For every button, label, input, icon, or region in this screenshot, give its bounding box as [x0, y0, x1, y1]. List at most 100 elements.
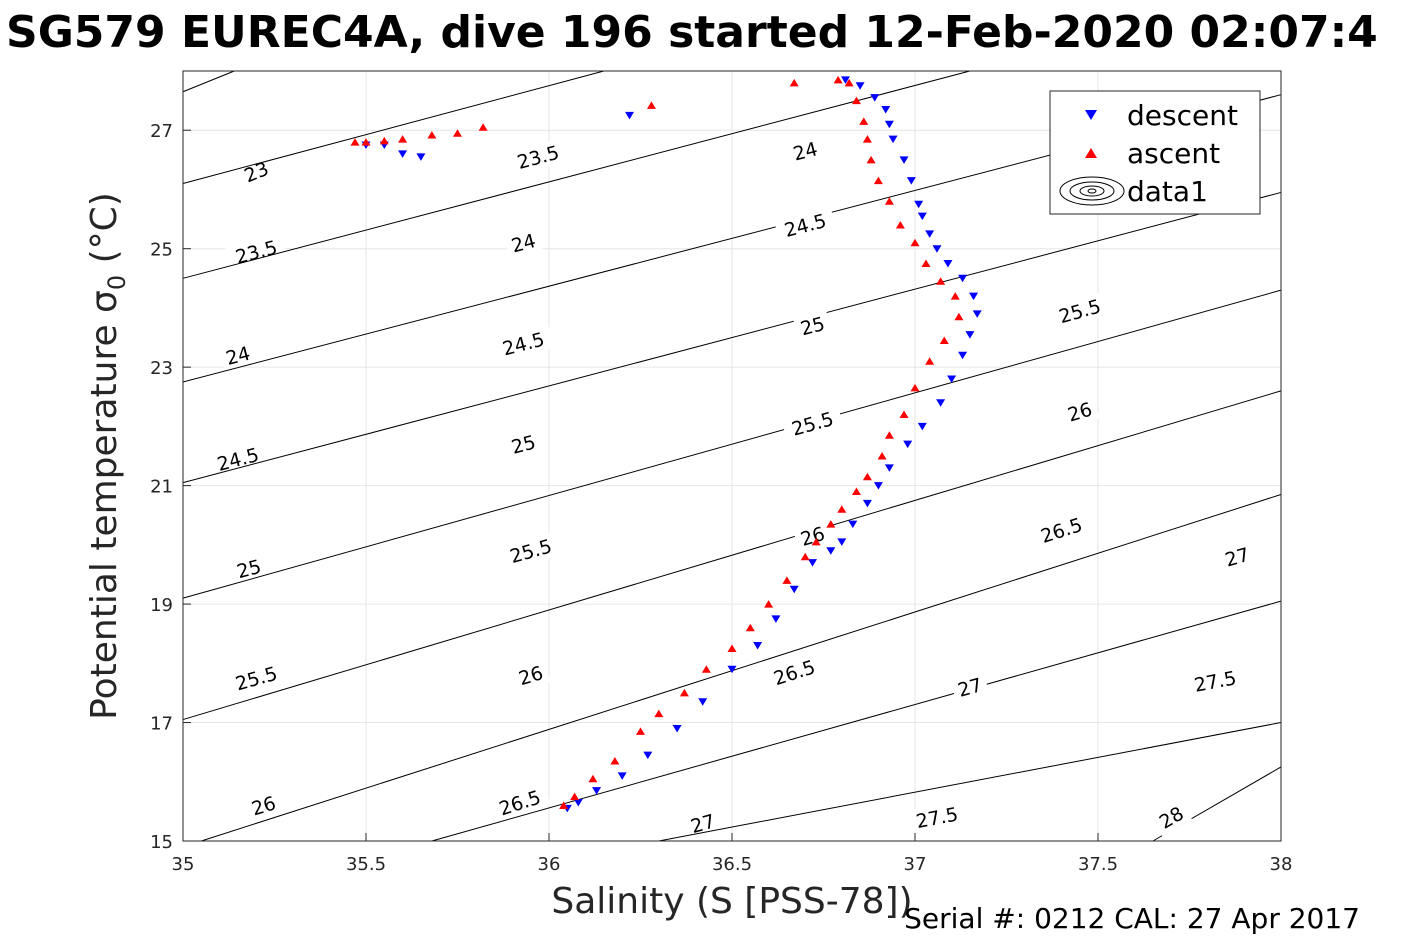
ascent-point [954, 312, 964, 321]
contour-label: 26 [792, 519, 833, 553]
x-tick-label: 37 [904, 854, 927, 875]
descent-point [932, 245, 942, 253]
chart-title: SG579 EUREC4A, dive 196 started 12-Feb-2… [6, 7, 1378, 58]
ascent-point [764, 600, 774, 608]
ascent-point [950, 292, 960, 300]
descent-point [837, 538, 847, 546]
contour-label: 27 [1217, 540, 1257, 573]
descent-point [873, 482, 883, 490]
descent-point [840, 76, 850, 84]
ascent-point [862, 135, 872, 143]
ascent-point [745, 623, 755, 632]
ascent-point [559, 801, 569, 809]
descent-point [906, 177, 916, 185]
ascent-point [427, 130, 437, 139]
ascent-point [844, 78, 854, 87]
ascent-point [833, 75, 843, 84]
ascent-point [939, 336, 949, 344]
contour-label: 24 [503, 226, 543, 259]
ascent-point [884, 197, 894, 205]
descent-point [947, 375, 957, 383]
ascent-point [936, 277, 946, 285]
ascent-point [800, 552, 810, 561]
contour-label-bg [206, 440, 269, 478]
y-tick-label: 27 [150, 121, 173, 142]
descent-point [698, 698, 708, 706]
contour-label-bg [503, 428, 543, 461]
x-axis-label: Salinity (S [PSS-78]) [551, 881, 912, 922]
descent-point [899, 156, 909, 164]
ascent-point [398, 135, 408, 143]
y-tick-label: 19 [150, 595, 173, 616]
ascent-point [826, 520, 836, 528]
y-axis-label-subscript: 0 [103, 275, 131, 290]
ascent-point [588, 774, 598, 783]
contour-line [182, 70, 971, 279]
contour-line [431, 600, 1282, 842]
y-axis-ticks: 15 17 19 21 23 25 27 [150, 121, 191, 853]
ascent-point [884, 431, 894, 439]
x-tick-label: 35.5 [346, 854, 386, 875]
descent-point [965, 331, 975, 339]
contour-label-bg [950, 670, 990, 704]
legend-box [1049, 90, 1261, 215]
ascent-point [636, 727, 645, 735]
descent-point [771, 615, 781, 623]
descent-point [643, 751, 653, 760]
legend-descent-label: descent [1127, 99, 1238, 132]
descent-point [855, 82, 865, 90]
contour-label-bg [906, 800, 968, 835]
legend: descent ascent data1 [1049, 90, 1261, 215]
contour-label: 27.5 [1184, 663, 1246, 699]
x-axis-ticks: 35 35.5 36 36.5 37 37.5 38 [172, 833, 1292, 875]
descent-point [808, 559, 818, 567]
descent-point [870, 94, 880, 102]
contour-label-bg [506, 137, 570, 176]
ascent-point [859, 117, 869, 125]
contour-label-bg [1217, 540, 1257, 573]
contour-label-bg [1048, 291, 1111, 331]
contour-label: 26.5 [488, 782, 551, 823]
legend-data1-label: data1 [1127, 175, 1208, 208]
ascent-point [570, 792, 580, 801]
y-tick-label: 23 [150, 358, 173, 379]
contour-label: 25 [229, 552, 269, 585]
contour-label-bg [1030, 509, 1093, 551]
contour-label-bg [774, 206, 837, 244]
contour-line [182, 191, 1282, 484]
contour-label-bg [785, 135, 825, 167]
ascent-point [679, 688, 689, 697]
contour-label-bg [792, 519, 833, 553]
descent-point [903, 440, 913, 449]
descent-point [888, 135, 898, 144]
descent-point [969, 292, 979, 301]
ascent-point [837, 505, 847, 513]
ascent-point [910, 383, 920, 392]
descent-point [917, 422, 927, 431]
descent-point [789, 585, 799, 594]
ascent-point [851, 487, 861, 496]
descent-point [617, 772, 627, 780]
ascent-point [895, 221, 905, 229]
x-tick-label: 37.5 [1078, 854, 1118, 875]
contour-label: 26 [243, 789, 284, 822]
descent-point [826, 547, 836, 555]
descent-point [884, 120, 894, 129]
contour-label-bg [1184, 663, 1246, 699]
ascent-point [361, 138, 371, 146]
ascent-point [910, 238, 920, 247]
contour-line [182, 289, 1282, 599]
contour-label: 26.5 [1030, 509, 1093, 551]
descent-point [727, 665, 737, 674]
descent-point [573, 799, 583, 807]
contour-line [182, 70, 235, 93]
descent-point [917, 212, 927, 221]
x-tick-label: 36 [538, 854, 561, 875]
contour-label-bg [235, 154, 277, 190]
ascent-point [654, 709, 664, 718]
legend-ascent-label: ascent [1127, 137, 1220, 170]
serial-cal-footer: Serial #: 0212 CAL: 27 Apr 2017 [904, 902, 1360, 935]
contour-label-bg [762, 651, 826, 693]
descent-point [416, 153, 426, 161]
ascent-point [610, 757, 620, 765]
